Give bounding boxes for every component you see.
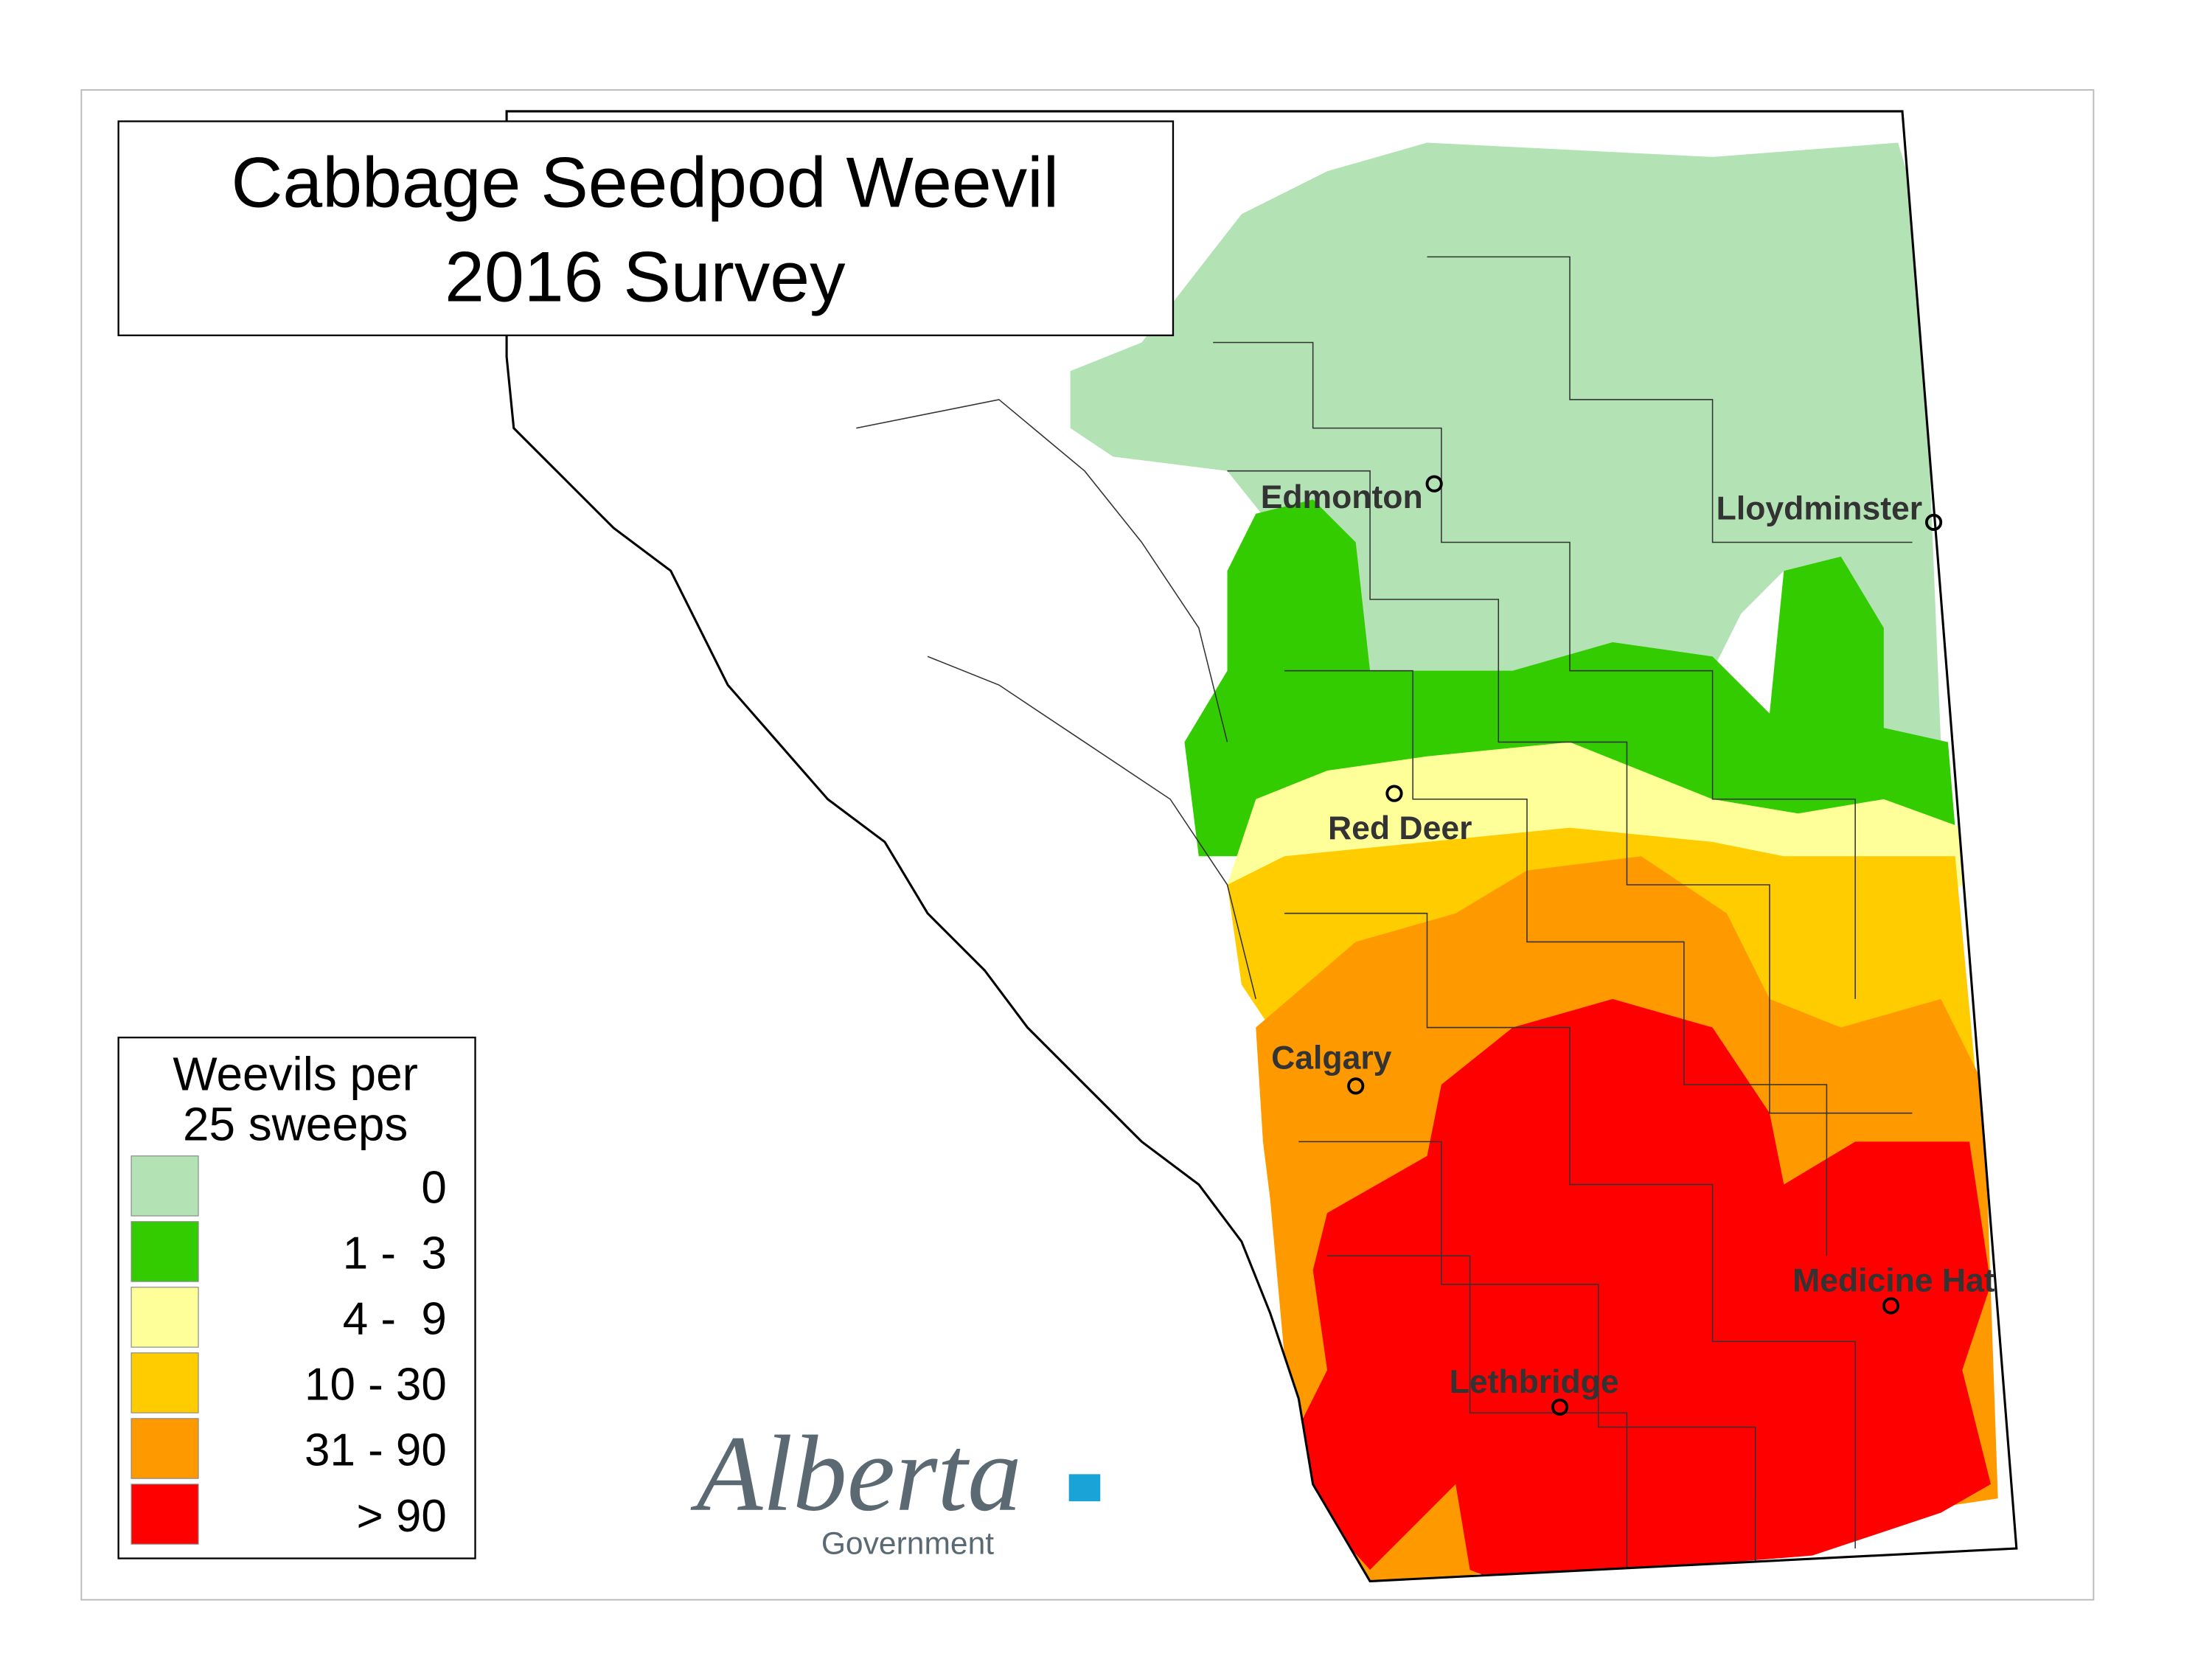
legend-items: 0 1 - 3 4 - 9 10 - 30 31 - 90 > 90 <box>131 1155 447 1545</box>
county-lines <box>856 256 1913 1571</box>
city-label: Lloydminster <box>1717 491 1922 527</box>
title-box <box>117 120 1175 336</box>
province-outline <box>505 110 2018 1583</box>
legend-swatch <box>131 1287 199 1348</box>
logo-square <box>1068 1474 1101 1502</box>
title-line: Cabbage Seedpod Weevil <box>232 142 1060 223</box>
zone <box>1070 142 1941 742</box>
legend-title: 25 sweeps <box>183 1097 408 1150</box>
zone <box>1298 998 1991 1582</box>
title-line: 2016 Survey <box>445 236 846 316</box>
city-label: Red Deer <box>1328 810 1472 846</box>
logo-subtitle: Government <box>821 1526 994 1562</box>
logo-wordmark: Alberta <box>690 1413 1022 1534</box>
legend-swatch <box>131 1418 199 1479</box>
legend-label: 31 - 90 <box>305 1425 447 1476</box>
city-marker <box>1425 475 1443 493</box>
city-marker <box>1551 1398 1569 1416</box>
cities: Edmonton Lloydminster Red Deer Calgary Lethb… <box>1261 475 1995 1416</box>
city-marker <box>1385 785 1403 802</box>
legend-swatch <box>131 1155 199 1217</box>
legend-label: 4 - 9 <box>343 1294 447 1345</box>
legend-label: 10 - 30 <box>305 1360 447 1411</box>
city-marker <box>1347 1077 1365 1095</box>
legend-title: Weevils per <box>173 1048 417 1101</box>
city-label: Edmonton <box>1261 479 1423 515</box>
city-label: Calgary <box>1271 1040 1391 1077</box>
legend-label: 1 - 3 <box>343 1228 447 1279</box>
legend-swatch <box>131 1221 199 1282</box>
city-label: Lethbridge <box>1450 1364 1619 1400</box>
city-marker <box>1924 513 1943 531</box>
legend-swatch <box>131 1484 199 1545</box>
legend-label: > 90 <box>357 1491 447 1542</box>
survey-zones <box>856 142 1998 1582</box>
legend-label: 0 <box>421 1163 446 1214</box>
city-label: Medicine Hat <box>1792 1263 1995 1299</box>
legend-swatch <box>131 1352 199 1413</box>
city-marker <box>1882 1297 1900 1315</box>
